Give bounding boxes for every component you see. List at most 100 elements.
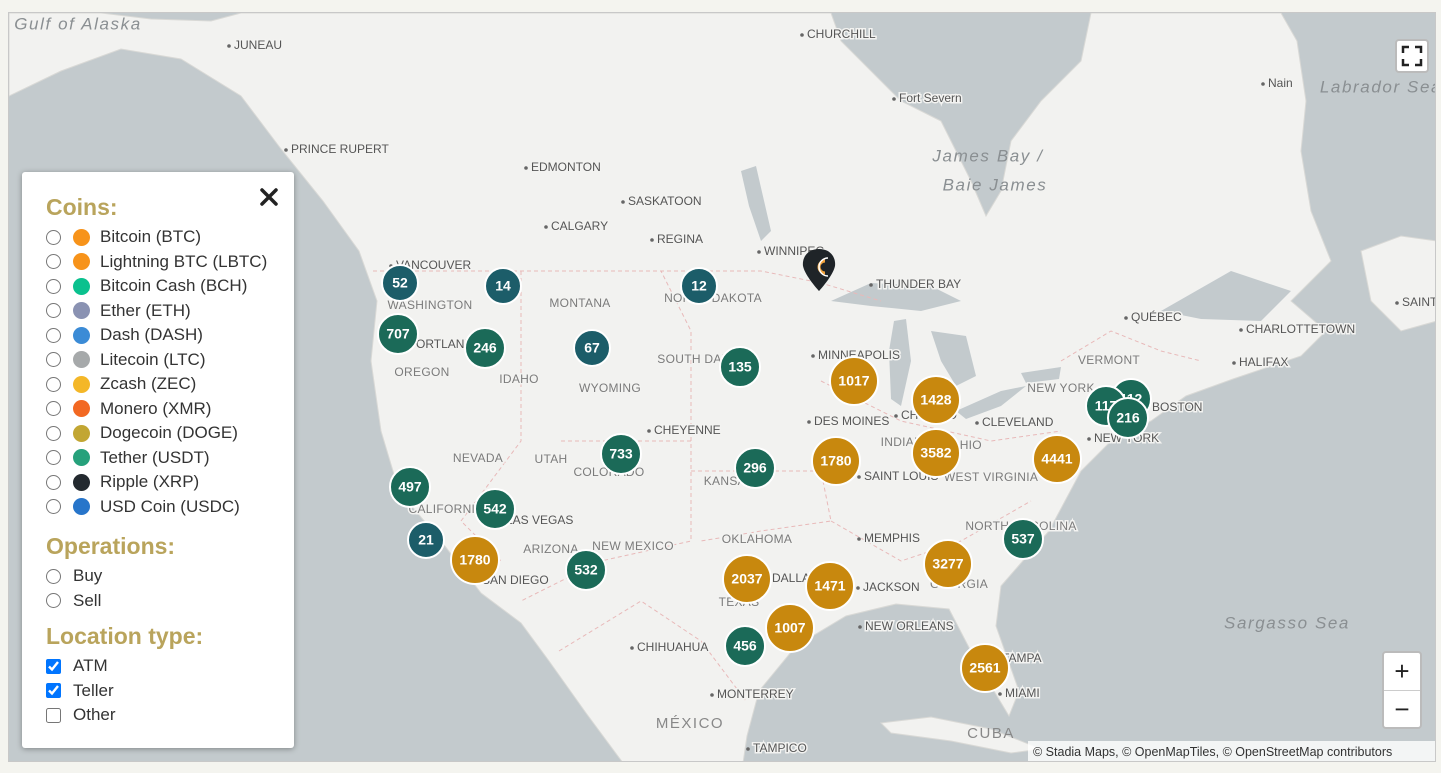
cluster[interactable]: 497 bbox=[389, 466, 431, 508]
cluster-marker bbox=[381, 264, 419, 302]
zoom-in[interactable]: + bbox=[1394, 656, 1410, 686]
lake-superior bbox=[831, 283, 961, 311]
radio-input[interactable] bbox=[46, 401, 61, 417]
cluster-count: 296 bbox=[743, 460, 767, 476]
cluster-marker bbox=[724, 625, 766, 667]
cluster-marker bbox=[765, 603, 815, 653]
location-list: ATM Teller Other bbox=[46, 654, 294, 728]
cluster[interactable]: 67 bbox=[573, 329, 611, 367]
cluster-count: 2037 bbox=[731, 571, 762, 587]
cluster-count: 1780 bbox=[820, 453, 851, 469]
option-label: USD Coin (USDC) bbox=[100, 496, 240, 516]
cluster[interactable]: 14 bbox=[484, 267, 522, 305]
radio-input[interactable] bbox=[46, 593, 61, 609]
cluster[interactable]: 537 bbox=[1002, 518, 1044, 560]
city-label: MONTERREY bbox=[717, 687, 794, 701]
cluster-count: 1780 bbox=[459, 552, 490, 568]
region-label: CALIFORNIA bbox=[408, 502, 483, 516]
cluster[interactable]: 216 bbox=[1107, 397, 1149, 439]
attribution: © Stadia Maps, © OpenMapTiles, © OpenStr… bbox=[1028, 741, 1435, 761]
filter-option: Zcash (ZEC) bbox=[46, 372, 294, 397]
radio-input[interactable] bbox=[46, 229, 61, 245]
fullscreen-button[interactable] bbox=[1395, 39, 1429, 73]
city-label: SASKATOON bbox=[628, 194, 702, 208]
cluster-marker bbox=[1002, 518, 1044, 560]
radio-input[interactable] bbox=[46, 376, 61, 392]
checkbox-input[interactable] bbox=[46, 707, 61, 723]
cluster-count: 1471 bbox=[814, 578, 845, 594]
cluster[interactable]: 1017 bbox=[829, 356, 879, 406]
cluster[interactable]: 3277 bbox=[923, 539, 973, 589]
fullscreen-icon bbox=[1401, 45, 1423, 67]
cluster-count: 14 bbox=[495, 278, 511, 294]
region-label: NEVADA bbox=[453, 451, 503, 465]
option-label: Teller bbox=[73, 680, 114, 700]
filter-option: Teller bbox=[46, 679, 294, 704]
city-dot bbox=[894, 414, 898, 418]
option-label: Buy bbox=[73, 566, 103, 586]
cluster[interactable]: 246 bbox=[464, 327, 506, 369]
city-label: LAS VEGAS bbox=[506, 513, 573, 527]
cluster[interactable]: 733 bbox=[600, 433, 642, 475]
close-button[interactable] bbox=[258, 186, 280, 208]
cluster-marker bbox=[734, 447, 776, 489]
zoom-out[interactable]: − bbox=[1384, 690, 1420, 728]
cluster-count: 497 bbox=[398, 479, 422, 495]
cluster[interactable]: 1780 bbox=[450, 535, 500, 585]
cluster[interactable]: 2561 bbox=[960, 643, 1010, 693]
cluster[interactable]: 532 bbox=[565, 549, 607, 591]
cluster-count: 733 bbox=[609, 446, 633, 462]
city-label: MEMPHIS bbox=[864, 531, 920, 545]
radio-input[interactable] bbox=[46, 499, 61, 515]
radio-input[interactable] bbox=[46, 425, 61, 441]
cluster[interactable]: 542 bbox=[474, 488, 516, 530]
cluster-count: 1428 bbox=[920, 392, 951, 408]
cluster[interactable]: 2037 bbox=[722, 554, 772, 604]
radio-input[interactable] bbox=[46, 278, 61, 294]
region-label: UTAH bbox=[535, 452, 568, 466]
map[interactable]: Gulf of Alaska Labrador Sea James Bay / Bai… bbox=[8, 12, 1436, 762]
cluster[interactable]: 52 bbox=[381, 264, 419, 302]
checkbox-input[interactable] bbox=[46, 683, 61, 699]
location-pin[interactable] bbox=[802, 249, 836, 291]
cluster-marker bbox=[377, 313, 419, 355]
cluster[interactable]: 296 bbox=[734, 447, 776, 489]
water-label: Baie James bbox=[943, 175, 1048, 194]
cluster[interactable]: 1780 bbox=[811, 436, 861, 486]
filter-option: ATM bbox=[46, 654, 294, 679]
cluster[interactable]: 707 bbox=[377, 313, 419, 355]
city-label: Nain bbox=[1268, 76, 1293, 90]
city-label: TAMPICO bbox=[753, 741, 807, 755]
cluster[interactable]: 12 bbox=[680, 267, 718, 305]
radio-input[interactable] bbox=[46, 327, 61, 343]
radio-input[interactable] bbox=[46, 352, 61, 368]
radio-input[interactable] bbox=[46, 450, 61, 466]
radio-input[interactable] bbox=[46, 474, 61, 490]
city-label: TAMPA bbox=[1002, 651, 1042, 665]
lake-huron bbox=[931, 331, 976, 386]
cluster[interactable]: 456 bbox=[724, 625, 766, 667]
cluster[interactable]: 4441 bbox=[1032, 434, 1082, 484]
city-dot bbox=[892, 97, 896, 101]
cluster[interactable]: 1007 bbox=[765, 603, 815, 653]
radio-input[interactable] bbox=[46, 303, 61, 319]
option-label: Dogecoin (DOGE) bbox=[100, 423, 238, 443]
lake-winnipeg bbox=[741, 166, 771, 241]
coin-icon bbox=[73, 424, 90, 442]
city-label: SAINT JOHN bbox=[1402, 295, 1436, 309]
filter-option: Bitcoin (BTC) bbox=[46, 225, 294, 250]
country-label: MÉXICO bbox=[656, 715, 724, 732]
cluster[interactable]: 135 bbox=[719, 346, 761, 388]
cluster[interactable]: 1428 bbox=[911, 375, 961, 425]
filter-option: Dogecoin (DOGE) bbox=[46, 421, 294, 446]
region-label: NEW MEXICO bbox=[592, 539, 674, 553]
cluster[interactable]: 21 bbox=[407, 521, 445, 559]
city-label: JACKSON bbox=[863, 580, 920, 594]
cluster-marker bbox=[911, 428, 961, 478]
checkbox-input[interactable] bbox=[46, 658, 61, 674]
radio-input[interactable] bbox=[46, 254, 61, 270]
cluster[interactable]: 3582 bbox=[911, 428, 961, 478]
city-label: BOSTON bbox=[1152, 400, 1202, 414]
cluster[interactable]: 1471 bbox=[805, 561, 855, 611]
radio-input[interactable] bbox=[46, 568, 61, 584]
